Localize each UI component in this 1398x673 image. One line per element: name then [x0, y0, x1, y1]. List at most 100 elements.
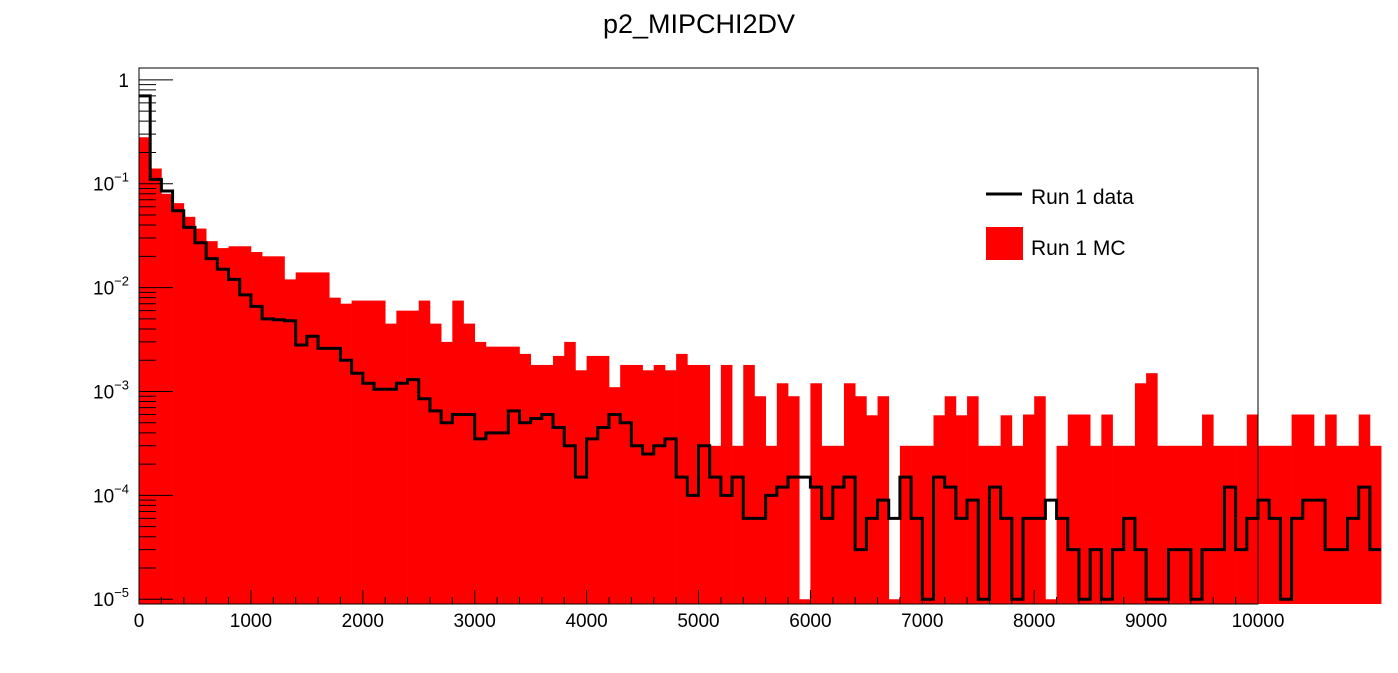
- mc-bar: [765, 445, 778, 604]
- mc-bar: [441, 341, 453, 604]
- mc-bar: [452, 300, 464, 604]
- mc-bar: [139, 137, 151, 604]
- x-tick-label: 10000: [1232, 611, 1285, 632]
- mc-bar: [642, 370, 655, 604]
- mc-bar: [508, 346, 520, 604]
- mc-bar: [1280, 445, 1292, 604]
- mc-bar: [194, 228, 207, 604]
- mc-bar: [1157, 445, 1169, 604]
- mc-bar: [1168, 445, 1181, 604]
- mc-bar: [362, 300, 375, 604]
- x-tick-label: 7000: [901, 611, 943, 632]
- mc-bar: [373, 300, 386, 604]
- mc-bar: [340, 303, 352, 604]
- mc-bar: [732, 445, 744, 604]
- mc-bar: [541, 364, 554, 604]
- mc-bar: [1101, 414, 1113, 604]
- mc-bar: [329, 297, 341, 604]
- mc-bar: [1336, 445, 1348, 604]
- mc-bar: [1302, 414, 1315, 604]
- mc-bar: [1123, 445, 1136, 604]
- mc-bar: [351, 300, 364, 604]
- mc-bar: [631, 364, 643, 604]
- mc-bar: [161, 193, 173, 605]
- mc-bar: [1134, 383, 1147, 604]
- mc-bar: [150, 168, 162, 605]
- mc-bar: [1235, 445, 1248, 604]
- mc-bar: [1000, 415, 1013, 604]
- mc-bar: [720, 364, 733, 604]
- mc-bar: [866, 415, 878, 604]
- y-axis: 110−110−210−310−410−5: [93, 71, 173, 611]
- legend: Run 1 data Run 1 MC: [986, 186, 1134, 260]
- mc-bar: [1313, 445, 1326, 604]
- mc-bar: [899, 445, 912, 604]
- mc-bar: [1045, 599, 1057, 604]
- y-tick-label: 10−4: [93, 481, 129, 507]
- mc-bar: [776, 383, 789, 604]
- x-axis: 0 1000 2000 3000 4000 5000 6000 7000 8000 9000 100…: [134, 590, 1285, 632]
- mc-bar: [1023, 414, 1035, 604]
- mc-bar: [318, 272, 330, 604]
- x-tick-label: 0: [134, 611, 145, 632]
- mc-bar: [1011, 445, 1024, 604]
- mc-bar: [396, 310, 408, 604]
- mc-bar: [239, 246, 252, 604]
- mc-bar: [564, 341, 576, 604]
- x-tick-label: 9000: [1125, 611, 1167, 632]
- mc-bar: [418, 300, 431, 604]
- mc-bar: [429, 323, 442, 604]
- mc-bar: [1347, 445, 1360, 604]
- x-tick-label: 1000: [230, 611, 272, 632]
- mc-bar: [922, 445, 934, 604]
- mc-bar: [497, 346, 509, 604]
- mc-bar: [206, 241, 218, 604]
- x-tick-label: 5000: [677, 611, 719, 632]
- mc-bar: [172, 203, 185, 604]
- mc-bar: [306, 272, 319, 604]
- mc-bar: [1112, 445, 1125, 604]
- mc-bar: [1325, 414, 1337, 604]
- mc-bar: [553, 355, 565, 604]
- mc-bar: [989, 445, 1001, 604]
- mc-bar: [1190, 445, 1203, 604]
- mc-bar: [810, 383, 822, 604]
- mc-bar: [1213, 445, 1225, 604]
- mc-bar: [385, 323, 397, 604]
- mc-bar: [653, 364, 666, 604]
- mc-bar: [485, 346, 498, 604]
- mc-bar: [586, 355, 599, 604]
- mc-bar: [575, 370, 587, 604]
- mc-bar: [933, 415, 946, 604]
- mc-bar: [1090, 445, 1102, 604]
- mc-bar: [295, 272, 308, 604]
- mc-bar: [463, 323, 476, 604]
- mc-bar: [530, 364, 543, 604]
- legend-swatch-fill: [986, 227, 1023, 260]
- mc-bar: [1179, 445, 1192, 604]
- mc-bar: [262, 256, 274, 604]
- legend-label-data: Run 1 data: [1031, 186, 1134, 209]
- mc-bar: [799, 599, 811, 604]
- mc-bar: [597, 355, 610, 604]
- x-tick-label: 3000: [454, 611, 496, 632]
- mc-bar: [664, 370, 677, 604]
- mc-bar: [709, 445, 722, 604]
- x-tick-label: 6000: [789, 611, 831, 632]
- mc-bar: [620, 364, 632, 604]
- x-tick-label: 4000: [565, 611, 607, 632]
- mc-bar: [608, 387, 621, 604]
- mc-bar: [1291, 414, 1304, 604]
- mc-bar: [1056, 445, 1069, 604]
- legend-label-mc: Run 1 MC: [1031, 237, 1126, 260]
- mc-bar: [698, 364, 711, 604]
- mc-bar: [1034, 396, 1046, 604]
- mc-bar: [743, 364, 755, 604]
- mc-bar: [955, 415, 968, 604]
- mc-bar: [250, 252, 263, 604]
- mc-bar: [944, 396, 957, 604]
- mc-bar: [284, 279, 297, 604]
- mc-bar: [676, 353, 688, 604]
- mc-bar: [821, 445, 834, 604]
